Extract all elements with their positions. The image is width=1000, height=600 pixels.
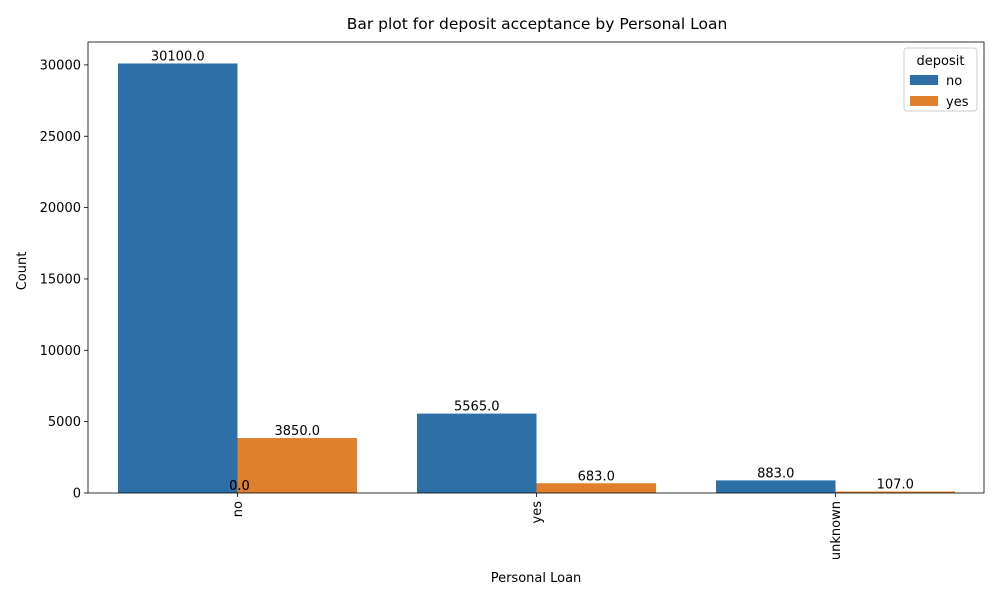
data-label-yes-no: 3850.0 bbox=[275, 424, 321, 439]
legend-title: deposit bbox=[917, 54, 965, 69]
x-axis-title: Personal Loan bbox=[491, 571, 582, 586]
legend-label-no: no bbox=[946, 74, 962, 89]
bar-no-yes bbox=[417, 413, 537, 493]
legend-label-yes: yes bbox=[946, 95, 969, 110]
y-tick-label: 5000 bbox=[48, 415, 81, 430]
legend-swatch-yes bbox=[910, 96, 938, 106]
bar-no-unknown bbox=[716, 480, 836, 493]
data-label-no-no: 30100.0 bbox=[151, 49, 205, 64]
y-tick-label: 0 bbox=[73, 487, 81, 502]
bar-yes-unknown bbox=[835, 491, 955, 493]
y-axis-title: Count bbox=[15, 252, 30, 291]
data-label-yes-yes: 683.0 bbox=[578, 469, 615, 484]
y-tick-label: 25000 bbox=[40, 130, 81, 145]
data-label-no-yes: 5565.0 bbox=[454, 400, 500, 415]
zero-label-0: 0.0 bbox=[229, 479, 250, 494]
y-axis: 0 5000 10000 15000 20000 25000 30000 bbox=[40, 58, 88, 502]
legend: deposit no yes bbox=[903, 47, 978, 112]
y-tick-label: 15000 bbox=[40, 272, 81, 287]
legend-swatch-no bbox=[910, 75, 938, 85]
bar-no-no bbox=[118, 63, 238, 493]
bars-group bbox=[118, 63, 955, 493]
bar-yes-yes bbox=[536, 483, 656, 493]
x-axis: no yes unknown bbox=[231, 493, 844, 560]
y-tick-label: 30000 bbox=[40, 58, 81, 73]
x-tick-label-yes: yes bbox=[530, 501, 545, 524]
x-tick-label-unknown: unknown bbox=[829, 501, 844, 560]
zero-label-1: 0.0 bbox=[229, 479, 250, 494]
plot-frame bbox=[87, 41, 985, 494]
data-label-no-unknown: 883.0 bbox=[757, 466, 794, 481]
legend-box bbox=[903, 47, 978, 112]
x-tick-label-no: no bbox=[231, 501, 246, 517]
bar-yes-no bbox=[237, 438, 357, 493]
chart-title: Bar plot for deposit acceptance by Perso… bbox=[347, 15, 728, 33]
data-label-yes-unknown: 107.0 bbox=[877, 477, 914, 492]
y-tick-label: 20000 bbox=[40, 201, 81, 216]
y-tick-label: 10000 bbox=[40, 344, 81, 359]
